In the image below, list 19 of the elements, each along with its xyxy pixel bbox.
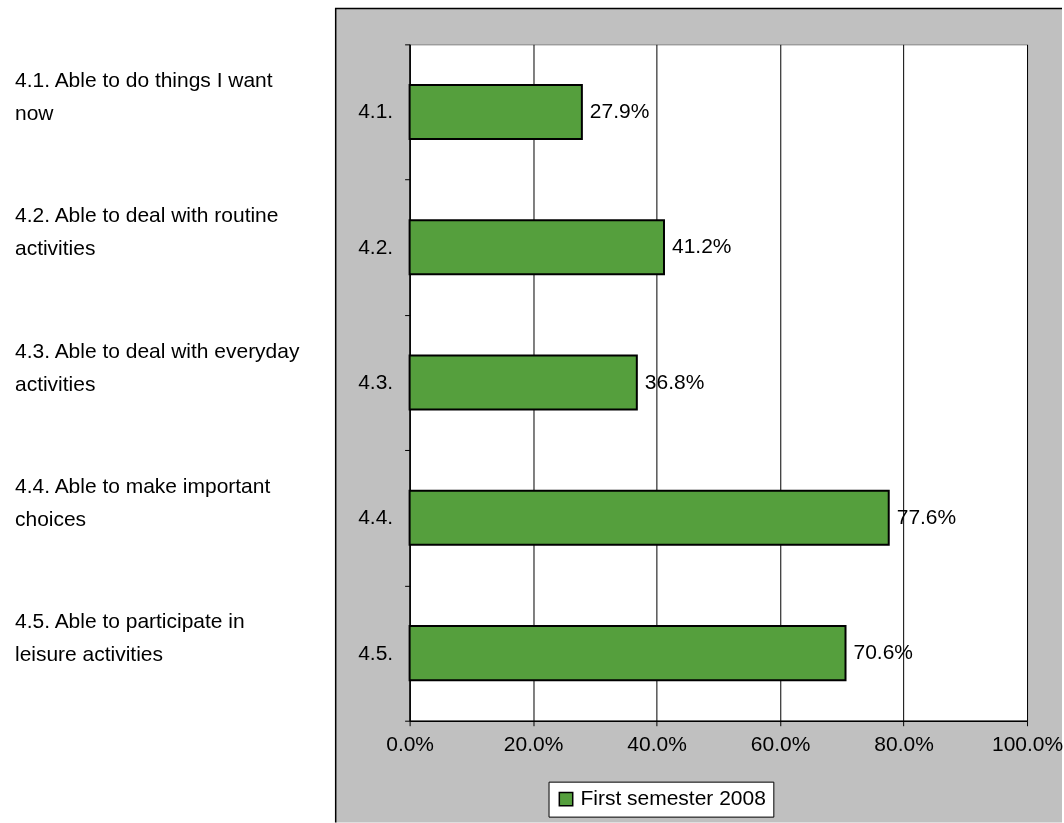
text: 4.4. Able to make important choices [14, 473, 271, 530]
x-tick-label: 20.0% [503, 732, 564, 756]
y-tick-label: 4.5. [358, 640, 394, 664]
y-tick-label: 4.4. [358, 505, 394, 529]
y-tick-label: 4.1. [358, 99, 394, 123]
x-tick-label: 80.0% [874, 732, 934, 756]
text: 4.2. Able to deal with routine activities [14, 203, 279, 260]
text: 4.3. Able to deal with everyday activities [14, 338, 300, 395]
x-tick-label: 100.0% [991, 732, 1064, 756]
text: 4.1. Able to do things I want now [14, 68, 273, 124]
text: 4.5. Able to participate in leisure activities [14, 609, 245, 666]
x-tick-label: 0.0% [386, 732, 435, 756]
data-label: 41.2% [671, 234, 732, 258]
x-tick-label: 60.0% [750, 732, 811, 756]
data-label: 27.9% [589, 98, 650, 122]
y-tick-label: 4.2. [358, 234, 394, 258]
x-tick-label: 40.0% [627, 732, 687, 756]
legend-label: First semester 2008 [580, 786, 766, 810]
y-tick-label: 4.3. [358, 370, 394, 394]
